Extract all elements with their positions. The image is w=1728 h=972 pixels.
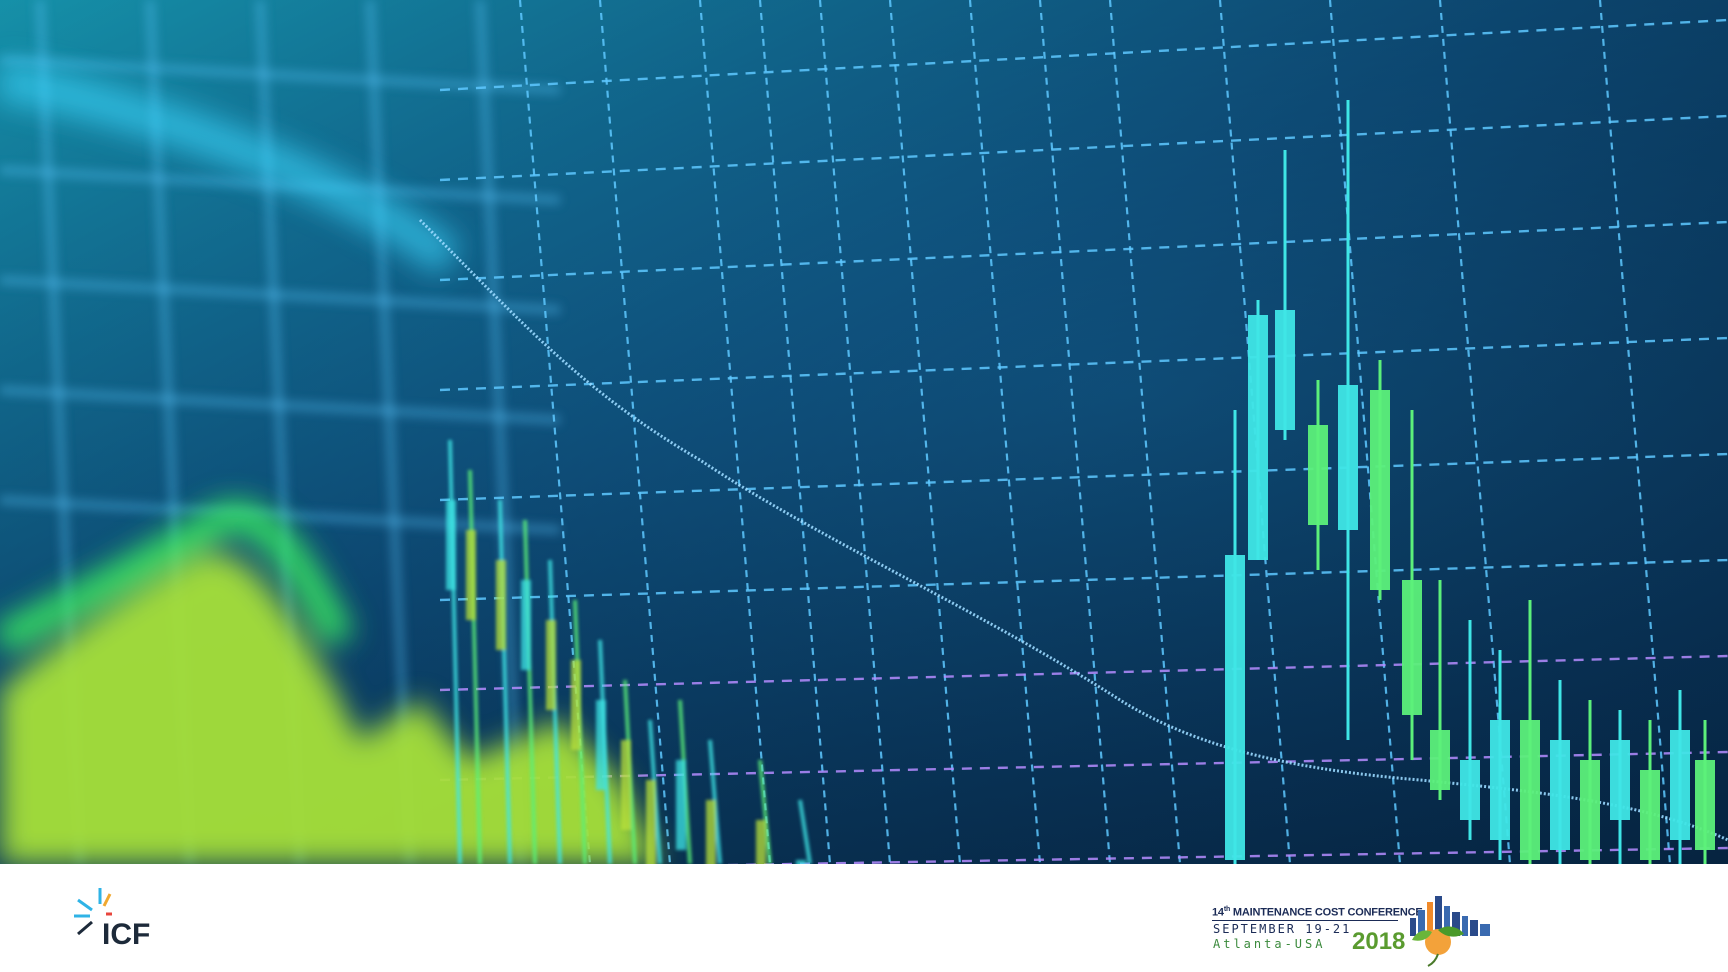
candle-body [1430, 730, 1450, 790]
candle-body [646, 780, 656, 864]
candle-body [596, 700, 606, 790]
conference-year: 2018 [1352, 928, 1406, 955]
grid-vertical-line [1108, 0, 1182, 864]
grid-vertical-line [1438, 0, 1512, 864]
candle-body [1520, 720, 1540, 860]
candle-body [446, 500, 456, 590]
icf-logo: ICF [72, 884, 168, 954]
candle-body [706, 800, 716, 864]
grid-vertical-line [1598, 0, 1672, 864]
candle-body [1460, 760, 1480, 820]
conference-divider [1212, 920, 1398, 921]
conference-dates: SEPTEMBER 19-21 [1213, 922, 1352, 936]
conference-title: 14th MAINTENANCE COST CONFERENCE [1212, 906, 1423, 919]
grid-vertical-line [598, 0, 672, 864]
grid-horizontal-line-blurred [0, 55, 561, 95]
candle-wick [523, 519, 537, 864]
conference-logo: 14th MAINTENANCE COST CONFERENCE SEPTEMB… [1210, 890, 1510, 970]
candle-body [571, 660, 581, 750]
candle-body [546, 620, 556, 710]
conference-location: Atlanta-USA [1213, 937, 1326, 951]
candle-wick [548, 559, 562, 864]
candle-body [1490, 720, 1510, 840]
grid-vertical-line [888, 0, 962, 864]
candle-body [676, 760, 686, 850]
grid-horizontal-line-blurred [0, 275, 561, 315]
candle-body [1402, 580, 1422, 715]
candle-body [1670, 730, 1690, 840]
candle-body [1550, 740, 1570, 850]
candle-body [756, 820, 766, 864]
grid-vertical-line [698, 0, 772, 864]
candle-body [1308, 425, 1328, 525]
candle-body [1695, 760, 1715, 850]
candle-body [796, 860, 806, 864]
icf-starburst-icon [74, 888, 112, 936]
candle-body [1338, 385, 1358, 530]
grid-vertical-line [758, 0, 832, 864]
green-area-blurred [0, 60, 660, 864]
candle-body [466, 530, 476, 620]
grid-vertical-line [518, 0, 592, 864]
blurred-candles-left [446, 439, 812, 864]
candle-wick [798, 799, 812, 864]
candle-body [1248, 315, 1268, 560]
candlesticks-right [1225, 100, 1715, 864]
candle-body [521, 580, 531, 670]
candle-body [1275, 310, 1295, 430]
atlanta-skyline-peach-icon [1410, 896, 1490, 967]
grid-vertical-line [1328, 0, 1402, 864]
grid-horizontal-line-blurred [0, 495, 561, 535]
icf-wordmark: ICF [102, 918, 151, 951]
candle-body [496, 560, 506, 650]
grid-vertical-line [818, 0, 892, 864]
candle-body [1225, 555, 1245, 860]
candle-body [1370, 390, 1390, 590]
financial-chart-background-image [0, 0, 1728, 864]
grid-vertical-line [968, 0, 1042, 864]
candle-body [1640, 770, 1660, 860]
candle-body [1580, 760, 1600, 860]
grid-vertical-line-blurred [475, 0, 525, 864]
candle-body [621, 740, 631, 830]
candle-wick [758, 759, 772, 864]
grid-vertical-line [1038, 0, 1112, 864]
candle-body [1610, 740, 1630, 820]
grid-horizontal-line-blurred [0, 385, 561, 425]
hero-background [0, 0, 1728, 864]
dashed-grid [439, 0, 1728, 864]
